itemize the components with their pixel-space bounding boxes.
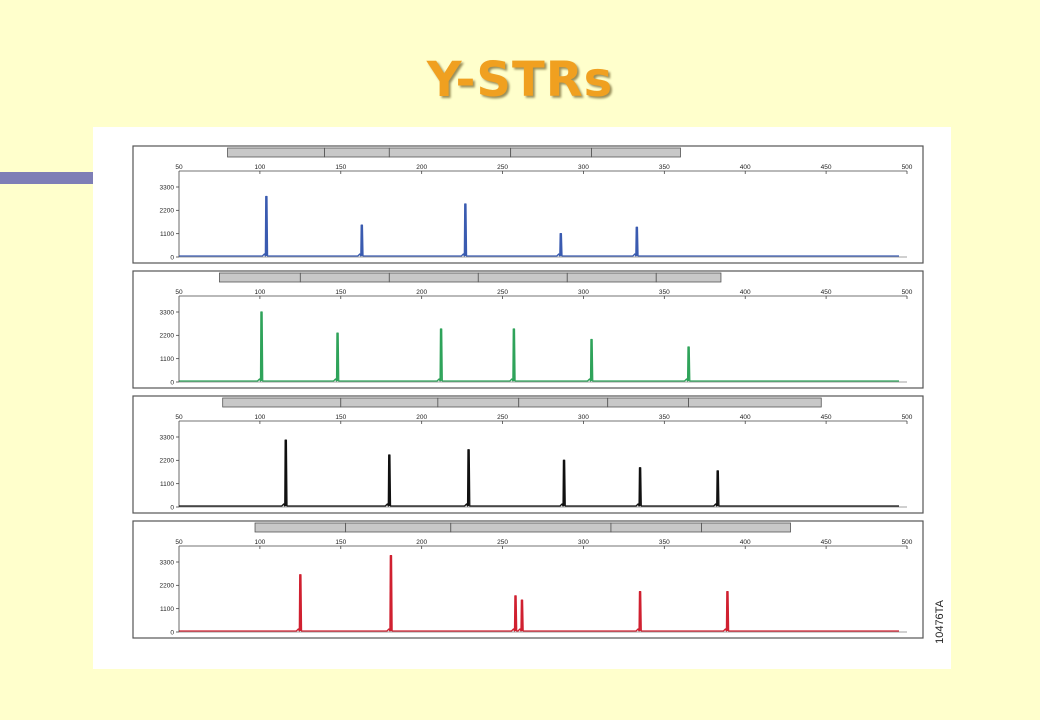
x-tick-label: 250 — [497, 289, 508, 296]
x-tick-label: 500 — [902, 289, 913, 296]
locus-segment — [510, 147, 592, 158]
locus-segment — [222, 397, 342, 408]
x-tick-label: 200 — [416, 539, 427, 546]
x-tick-label: 400 — [740, 289, 751, 296]
locus-segment — [324, 147, 390, 158]
locus-segment — [450, 522, 612, 533]
x-tick-label: 100 — [254, 414, 265, 421]
locus-segment — [340, 397, 439, 408]
electropherogram-chart: 50 100 150 200 250 300 350 400 450 50001100220033… — [132, 145, 924, 639]
y-tick-label: 2200 — [160, 583, 175, 590]
y-tick-label: 3300 — [160, 309, 175, 316]
x-tick-label: 400 — [740, 164, 751, 171]
locus-segment — [219, 272, 301, 283]
trace-red — [179, 554, 899, 632]
panel-blue: 50 100 150 200 250 300 350 400 450 500 0 1100 2200 33… — [132, 145, 924, 264]
x-tick-label: 300 — [578, 539, 589, 546]
y-tick-label: 0 — [170, 504, 174, 511]
x-tick-label: 100 — [254, 164, 265, 171]
x-tick-label: 450 — [821, 289, 832, 296]
y-tick-label: 3300 — [160, 184, 175, 191]
x-tick-label: 200 — [416, 414, 427, 421]
x-tick-label: 250 — [497, 164, 508, 171]
x-tick-label: 50 — [175, 539, 183, 546]
locus-segment — [388, 272, 479, 283]
x-tick-label: 50 — [175, 164, 183, 171]
x-tick-label: 150 — [335, 289, 346, 296]
x-tick-label: 300 — [578, 289, 589, 296]
y-tick-label: 1100 — [160, 606, 174, 613]
panel-red: 50 100 150 200 250 300 350 400 450 500 0 1100 2200 33… — [132, 520, 924, 639]
y-tick-label: 0 — [170, 379, 174, 386]
x-tick-label: 400 — [740, 414, 751, 421]
locus-segment — [437, 397, 520, 408]
figure-code-label: 10476TA — [933, 587, 947, 657]
figure-code-text: 10476TA — [934, 600, 946, 644]
y-tick-label: 0 — [170, 629, 174, 636]
x-tick-label: 500 — [902, 539, 913, 546]
x-tick-label: 500 — [902, 164, 913, 171]
x-tick-label: 100 — [254, 289, 265, 296]
panel-frame — [132, 520, 924, 639]
x-tick-label: 350 — [659, 289, 670, 296]
x-tick-label: 150 — [335, 414, 346, 421]
panel-frame — [132, 270, 924, 389]
panel-green: 50 100 150 200 250 300 350 400 450 500 0 1100 2200 33… — [132, 270, 924, 389]
locus-segment — [518, 397, 609, 408]
x-tick-label: 450 — [821, 414, 832, 421]
y-tick-label: 2200 — [160, 333, 175, 340]
x-tick-label: 150 — [335, 164, 346, 171]
x-tick-label: 250 — [497, 414, 508, 421]
slide-title: Y-STRs — [426, 52, 614, 108]
x-tick-label: 500 — [902, 414, 913, 421]
x-tick-label: 50 — [175, 289, 183, 296]
locus-segment — [688, 397, 822, 408]
y-tick-label: 1100 — [160, 231, 174, 238]
x-tick-label: 200 — [416, 164, 427, 171]
locus-segment — [345, 522, 452, 533]
locus-segment — [591, 147, 681, 158]
y-tick-label: 3300 — [160, 434, 175, 441]
locus-segment — [701, 522, 791, 533]
panel-frame — [132, 395, 924, 514]
trace-black — [179, 439, 899, 507]
panel-black: 50 100 150 200 250 300 350 400 450 500 0 1100 2200 33… — [132, 395, 924, 514]
trace-green — [179, 311, 899, 382]
x-tick-label: 250 — [497, 539, 508, 546]
locus-segment — [566, 272, 657, 283]
locus-segment — [610, 522, 702, 533]
electropherogram-figure: 50 100 150 200 250 300 350 400 450 500 0 1100 2200 33… — [93, 127, 951, 669]
x-tick-label: 300 — [578, 414, 589, 421]
locus-segment — [388, 147, 512, 158]
y-tick-label: 1100 — [160, 356, 174, 363]
locus-segment — [655, 272, 722, 283]
x-tick-label: 400 — [740, 539, 751, 546]
y-tick-label: 2200 — [160, 208, 175, 215]
title-accent-bar — [0, 172, 95, 184]
x-tick-label: 350 — [659, 414, 670, 421]
x-tick-label: 150 — [335, 539, 346, 546]
y-tick-label: 3300 — [160, 559, 175, 566]
locus-segment — [254, 522, 347, 533]
x-tick-label: 350 — [659, 164, 670, 171]
locus-segment — [299, 272, 390, 283]
x-tick-label: 450 — [821, 539, 832, 546]
x-tick-label: 50 — [175, 414, 183, 421]
y-tick-label: 1100 — [160, 481, 174, 488]
y-tick-label: 2200 — [160, 458, 175, 465]
x-tick-label: 300 — [578, 164, 589, 171]
y-tick-label: 0 — [170, 254, 174, 261]
x-tick-label: 450 — [821, 164, 832, 171]
locus-segment — [477, 272, 568, 283]
x-tick-label: 100 — [254, 539, 265, 546]
locus-segment — [607, 397, 690, 408]
x-tick-label: 200 — [416, 289, 427, 296]
panel-frame — [132, 145, 924, 264]
x-tick-label: 350 — [659, 539, 670, 546]
locus-segment — [227, 147, 326, 158]
